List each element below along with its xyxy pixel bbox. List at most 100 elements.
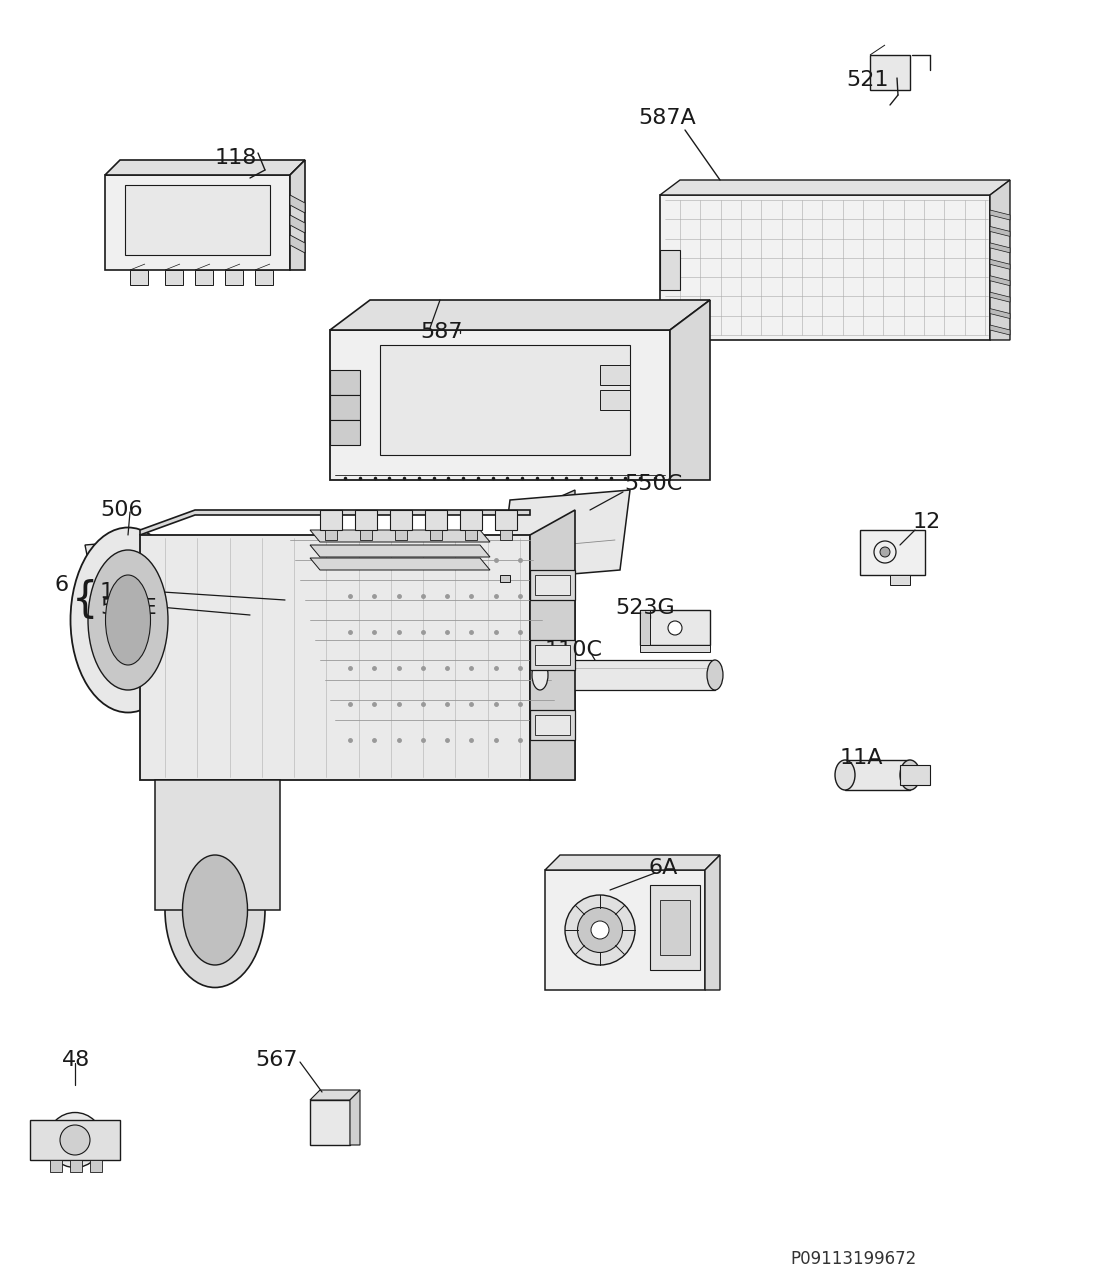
Polygon shape	[50, 1160, 62, 1171]
Polygon shape	[990, 325, 1010, 335]
Text: 118: 118	[214, 148, 257, 168]
Polygon shape	[530, 709, 575, 740]
Text: 10: 10	[100, 582, 129, 602]
Polygon shape	[165, 269, 183, 285]
Polygon shape	[324, 530, 337, 540]
Polygon shape	[425, 511, 447, 530]
Bar	[600, 364, 630, 385]
Text: 567: 567	[255, 1049, 297, 1070]
Text: 550E: 550E	[100, 598, 156, 618]
Polygon shape	[500, 575, 510, 582]
Ellipse shape	[565, 896, 635, 965]
Text: P09113199672: P09113199672	[790, 1250, 916, 1268]
Polygon shape	[660, 250, 680, 290]
Text: 523G: 523G	[615, 598, 674, 618]
Text: 12: 12	[913, 512, 942, 532]
Polygon shape	[530, 511, 575, 780]
Polygon shape	[30, 1120, 120, 1160]
Polygon shape	[705, 854, 720, 990]
Polygon shape	[395, 530, 407, 540]
Ellipse shape	[578, 907, 623, 952]
Polygon shape	[500, 530, 512, 540]
Polygon shape	[540, 659, 715, 690]
Ellipse shape	[707, 659, 723, 690]
Polygon shape	[255, 269, 273, 285]
Polygon shape	[90, 1160, 102, 1171]
Polygon shape	[544, 854, 720, 870]
Polygon shape	[990, 242, 1010, 253]
Ellipse shape	[106, 575, 151, 665]
Polygon shape	[640, 609, 650, 645]
Polygon shape	[195, 269, 213, 285]
Polygon shape	[500, 490, 630, 580]
Text: {: {	[72, 579, 99, 621]
Polygon shape	[495, 511, 517, 530]
Text: 506: 506	[100, 500, 143, 520]
Polygon shape	[860, 530, 925, 575]
Bar	[600, 390, 630, 411]
Text: 6: 6	[55, 575, 69, 595]
Text: 521: 521	[846, 71, 889, 90]
Polygon shape	[990, 180, 1010, 340]
Polygon shape	[990, 276, 1010, 286]
Text: 550C: 550C	[624, 473, 682, 494]
Polygon shape	[990, 293, 1010, 302]
Polygon shape	[320, 511, 342, 530]
Polygon shape	[104, 174, 290, 269]
Polygon shape	[530, 640, 575, 670]
Polygon shape	[460, 511, 482, 530]
Polygon shape	[90, 570, 125, 590]
Polygon shape	[640, 609, 710, 645]
Polygon shape	[990, 210, 1010, 219]
Bar	[379, 345, 630, 455]
Polygon shape	[165, 264, 180, 269]
Ellipse shape	[668, 621, 682, 635]
Text: 110C: 110C	[544, 640, 603, 659]
Ellipse shape	[900, 760, 920, 790]
Polygon shape	[310, 530, 490, 541]
Polygon shape	[85, 540, 155, 575]
Polygon shape	[70, 1160, 82, 1171]
Polygon shape	[310, 558, 490, 570]
Polygon shape	[544, 870, 705, 990]
Polygon shape	[990, 259, 1010, 269]
Polygon shape	[330, 420, 360, 445]
Polygon shape	[845, 760, 910, 790]
Text: 587: 587	[420, 322, 462, 343]
Polygon shape	[355, 511, 377, 530]
Polygon shape	[310, 545, 490, 557]
Ellipse shape	[47, 1112, 102, 1168]
Polygon shape	[535, 715, 570, 735]
Text: 48: 48	[62, 1049, 90, 1070]
Polygon shape	[990, 309, 1010, 318]
Ellipse shape	[532, 659, 548, 690]
Ellipse shape	[70, 527, 186, 712]
Ellipse shape	[591, 921, 609, 939]
Polygon shape	[660, 899, 690, 955]
Polygon shape	[330, 395, 360, 420]
Polygon shape	[104, 160, 305, 174]
Polygon shape	[290, 160, 305, 269]
Polygon shape	[290, 195, 305, 213]
Polygon shape	[330, 300, 710, 330]
Polygon shape	[535, 575, 570, 595]
Polygon shape	[350, 1091, 360, 1144]
Polygon shape	[990, 226, 1010, 236]
Polygon shape	[535, 645, 570, 665]
Polygon shape	[255, 264, 270, 269]
Ellipse shape	[165, 833, 265, 988]
Polygon shape	[226, 264, 240, 269]
Ellipse shape	[880, 547, 890, 557]
Polygon shape	[310, 1100, 350, 1144]
Polygon shape	[670, 300, 710, 480]
Polygon shape	[140, 511, 530, 535]
Polygon shape	[650, 885, 700, 970]
Polygon shape	[390, 511, 412, 530]
Ellipse shape	[60, 1125, 90, 1155]
Polygon shape	[310, 1091, 360, 1100]
Polygon shape	[140, 535, 530, 780]
Polygon shape	[660, 195, 990, 340]
Ellipse shape	[835, 760, 855, 790]
Polygon shape	[330, 330, 670, 480]
Ellipse shape	[183, 854, 248, 965]
